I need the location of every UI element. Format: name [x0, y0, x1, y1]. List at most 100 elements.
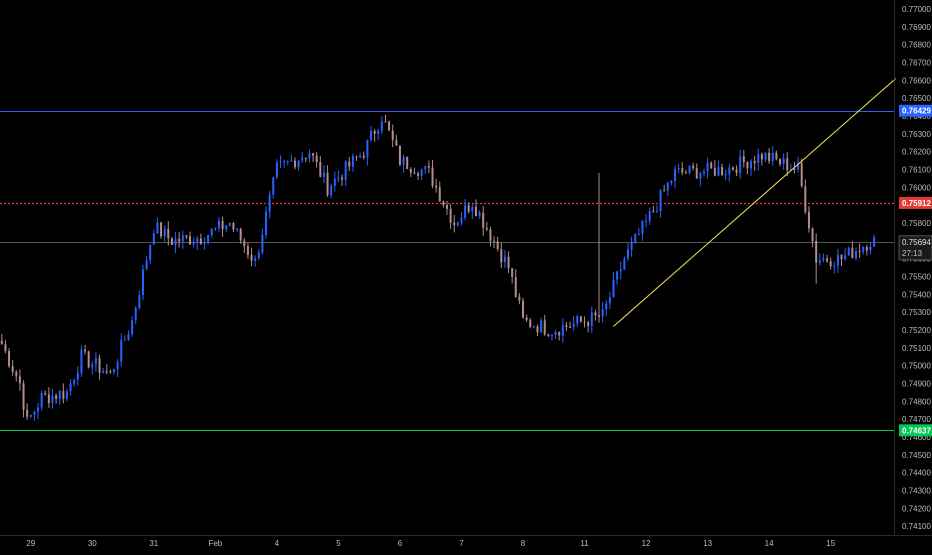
candle-up — [58, 391, 61, 399]
candle-down — [98, 358, 101, 373]
candle-down — [800, 163, 803, 187]
candles-layer — [0, 114, 876, 421]
candle-down — [569, 326, 572, 328]
candle-down — [243, 240, 246, 247]
candle-down — [695, 168, 698, 179]
candle-up — [818, 260, 821, 263]
candle-down — [87, 351, 90, 368]
price-tick-label: 0.74400 — [902, 469, 931, 478]
candle-up — [174, 238, 177, 245]
candle-down — [199, 238, 202, 244]
candle-up — [290, 160, 293, 162]
candle-down — [427, 166, 430, 168]
candle-up — [37, 407, 40, 412]
candle-up — [554, 332, 557, 335]
candle-down — [565, 325, 568, 327]
candle-up — [540, 320, 543, 333]
candle-up — [576, 316, 579, 324]
horizontal-lines-layer — [0, 111, 894, 431]
candle-down — [11, 366, 14, 372]
candle-up — [322, 172, 325, 177]
candle-down — [44, 393, 47, 395]
time-axis[interactable]: 29 30 31 Feb 4 5 6 7 8 11 12 13 14 15 — [26, 539, 835, 548]
candle-up — [623, 258, 626, 270]
candle-down — [598, 315, 601, 317]
candle-up — [141, 269, 144, 296]
candle-up — [739, 156, 742, 173]
candle-up — [116, 361, 119, 370]
candle-up — [123, 339, 126, 341]
candle-down — [170, 238, 173, 245]
candle-down — [84, 349, 87, 352]
candle-up — [344, 161, 347, 180]
candle-down — [232, 222, 235, 230]
candle-up — [337, 177, 340, 179]
candle-up — [550, 334, 553, 336]
candle-down — [811, 228, 814, 241]
candle-up — [301, 157, 304, 161]
candle-up — [645, 220, 648, 222]
candle-up — [670, 180, 673, 184]
candle-down — [663, 190, 666, 192]
time-tick-label: 13 — [703, 539, 712, 548]
time-tick-label: 5 — [336, 539, 341, 548]
candle-up — [869, 246, 872, 251]
price-tick-label: 0.75400 — [902, 290, 931, 299]
price-tick-label: 0.77000 — [902, 5, 931, 14]
candle-up — [456, 222, 459, 226]
candle-down — [489, 229, 492, 241]
candle-down — [178, 238, 181, 242]
price-tick-label: 0.76600 — [902, 76, 931, 85]
candle-up — [402, 156, 405, 165]
candle-up — [764, 152, 767, 160]
candle-up — [369, 130, 372, 140]
candle-up — [149, 244, 152, 261]
candle-down — [804, 186, 807, 212]
time-tick-label: Feb — [208, 539, 222, 548]
candle-down — [684, 172, 687, 174]
candle-down — [547, 334, 550, 336]
price-tick-label: 0.74100 — [902, 522, 931, 531]
candle-down — [18, 376, 21, 384]
candle-up — [333, 178, 336, 186]
candle-down — [246, 246, 249, 255]
price-tick-label: 0.75800 — [902, 219, 931, 228]
candle-up — [351, 156, 354, 167]
candle-up — [728, 167, 731, 175]
candle-up — [677, 168, 680, 170]
candle-up — [196, 238, 199, 243]
candle-down — [511, 268, 514, 278]
candle-down — [341, 177, 344, 180]
candle-down — [105, 371, 108, 373]
candle-up — [862, 246, 865, 252]
time-tick-label: 7 — [459, 539, 464, 548]
candle-up — [782, 158, 785, 164]
candle-down — [185, 235, 188, 237]
candle-up — [637, 234, 640, 236]
candle-up — [750, 161, 753, 169]
candle-up — [217, 220, 220, 228]
candle-up — [40, 393, 43, 408]
candle-up — [330, 185, 333, 196]
candle-up — [33, 411, 36, 415]
candle-up — [471, 206, 474, 212]
candle-up — [272, 177, 275, 195]
candle-up — [366, 139, 369, 158]
candle-down — [22, 383, 25, 410]
candle-up — [822, 258, 825, 261]
candle-up — [279, 161, 282, 163]
candle-up — [257, 252, 260, 259]
candle-down — [742, 156, 745, 163]
current-price-badge — [898, 235, 932, 261]
candle-down — [482, 212, 485, 228]
candle-down — [713, 167, 716, 176]
price-axis[interactable]: 0.77000 0.76900 0.76800 0.76700 0.76600 0.765… — [902, 5, 931, 531]
candle-up — [207, 235, 210, 243]
candle-down — [189, 236, 192, 245]
candle-down — [681, 168, 684, 173]
candle-down — [536, 326, 539, 333]
candle-down — [594, 312, 597, 316]
trendline[interactable] — [613, 78, 897, 327]
